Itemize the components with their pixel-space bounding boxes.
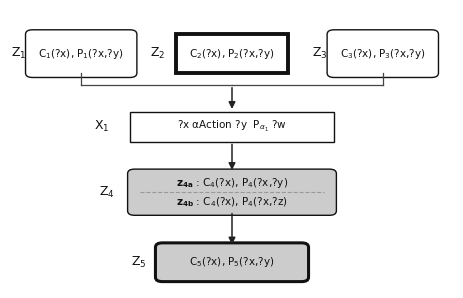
Text: X$_1$: X$_1$	[94, 119, 110, 134]
Text: Z$_1$: Z$_1$	[11, 46, 26, 61]
Text: C$_2$(?x), P$_2$(?x,?y): C$_2$(?x), P$_2$(?x,?y)	[189, 47, 274, 60]
Text: C$_3$(?x), P$_3$(?x,?y): C$_3$(?x), P$_3$(?x,?y)	[339, 47, 425, 60]
Text: Z$_3$: Z$_3$	[312, 46, 327, 61]
Text: C$_5$(?x), P$_5$(?x,?y): C$_5$(?x), P$_5$(?x,?y)	[189, 255, 274, 269]
FancyBboxPatch shape	[127, 169, 336, 215]
Text: Z$_2$: Z$_2$	[150, 46, 165, 61]
FancyBboxPatch shape	[326, 30, 438, 77]
Text: Z$_4$: Z$_4$	[99, 185, 114, 200]
Text: ?x αAction ?y  P$_{\alpha_1}$ ?w: ?x αAction ?y P$_{\alpha_1}$ ?w	[177, 119, 286, 134]
FancyBboxPatch shape	[155, 243, 308, 282]
FancyBboxPatch shape	[25, 30, 137, 77]
Text: $\mathbf{z_{4b}}$ : C$_4$(?x), P$_4$(?x,?z): $\mathbf{z_{4b}}$ : C$_4$(?x), P$_4$(?x,…	[176, 195, 287, 209]
FancyBboxPatch shape	[130, 112, 333, 142]
Text: C$_1$(?x), P$_1$(?x,?y): C$_1$(?x), P$_1$(?x,?y)	[38, 47, 124, 60]
Text: $\mathbf{z_{4a}}$ : C$_4$(?x), P$_4$(?x,?y): $\mathbf{z_{4a}}$ : C$_4$(?x), P$_4$(?x,…	[175, 176, 288, 190]
Text: Z$_5$: Z$_5$	[131, 255, 147, 270]
FancyBboxPatch shape	[176, 34, 287, 73]
